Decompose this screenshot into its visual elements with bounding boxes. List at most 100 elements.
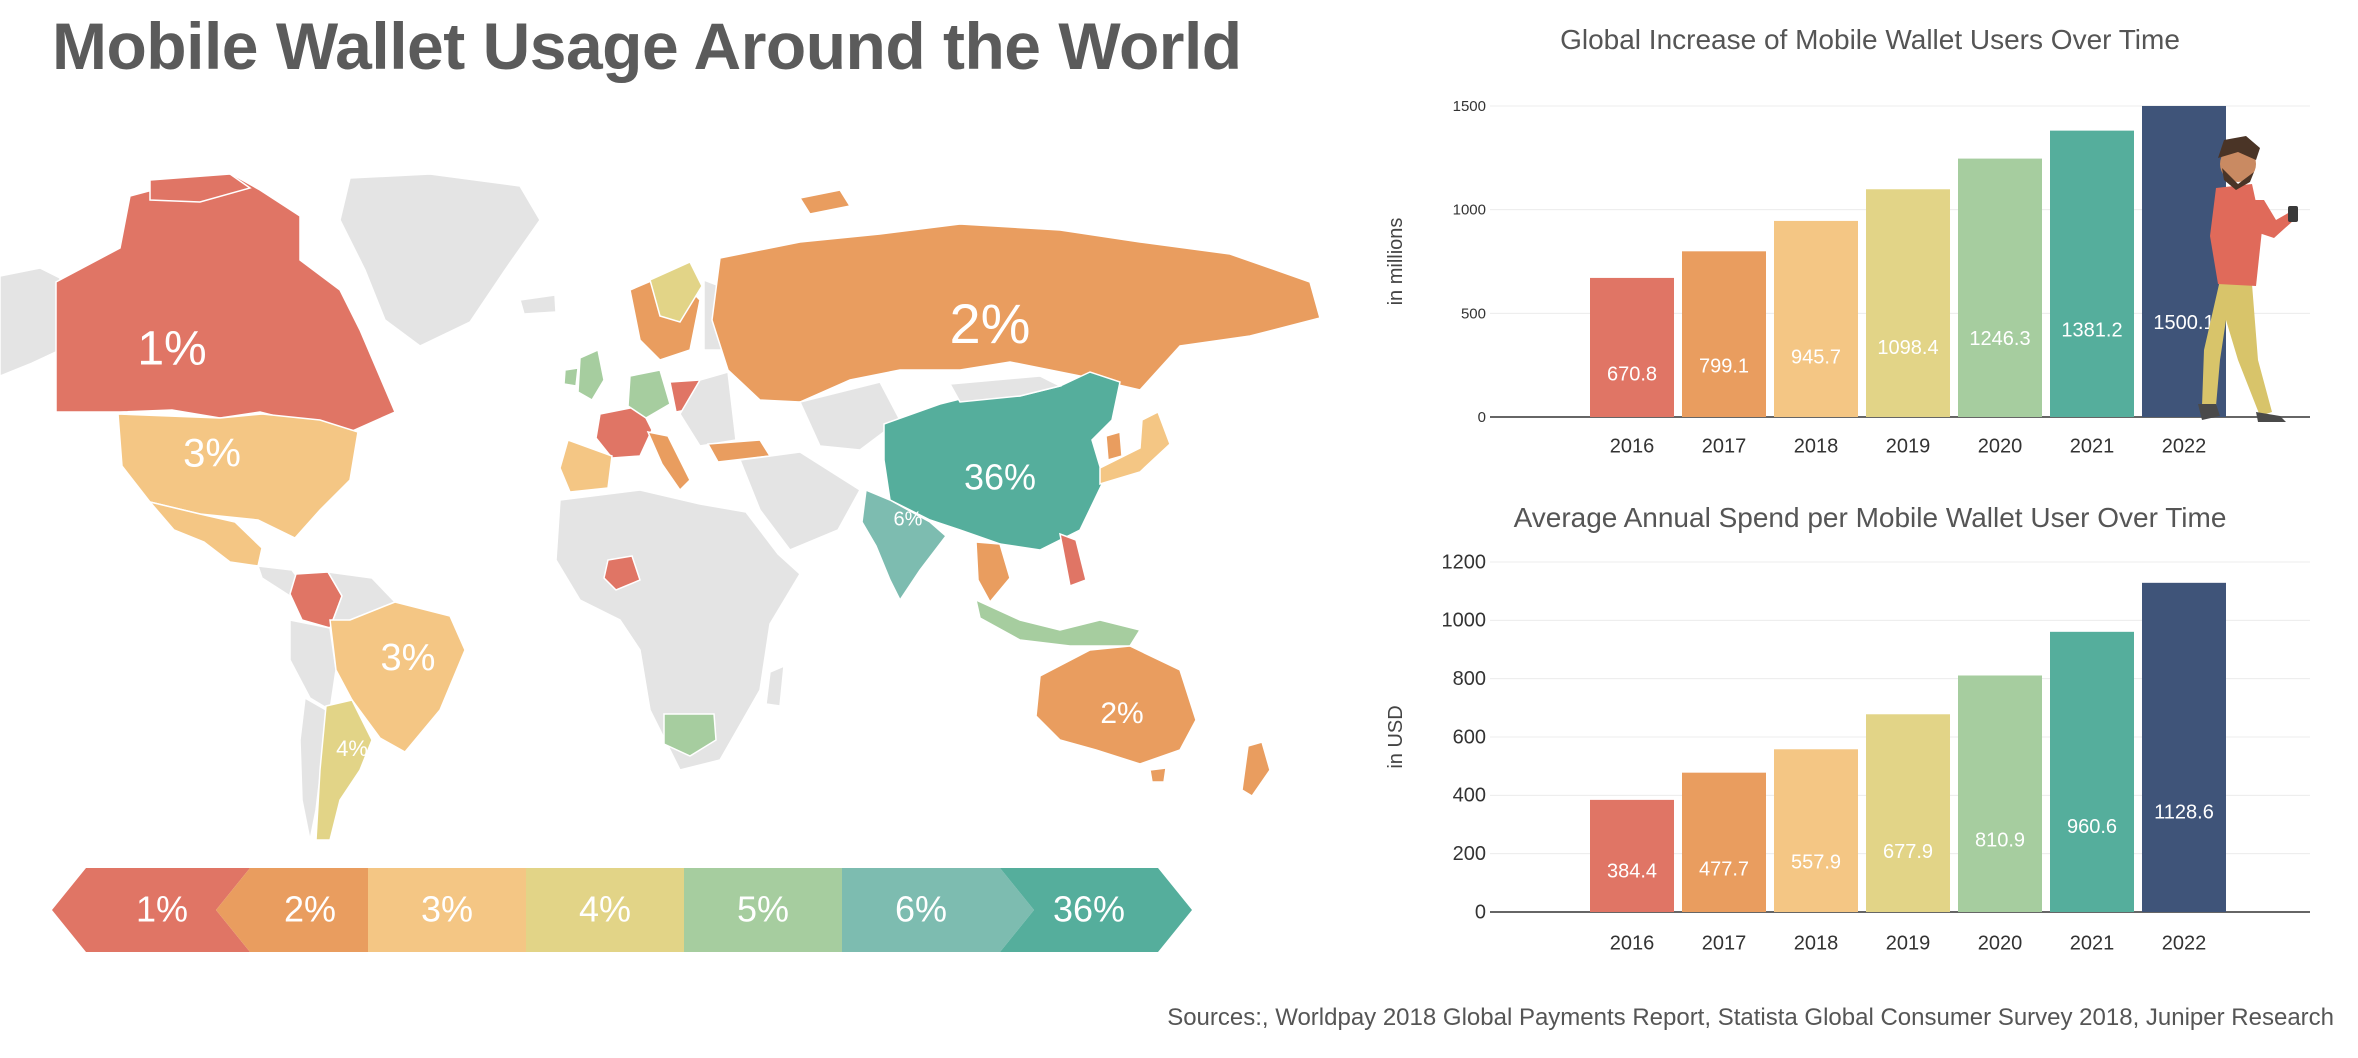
x-tick-label: 2018 [1794,932,1839,954]
data-label: 1098.4 [1877,337,1938,359]
data-label: 799.1 [1699,356,1749,378]
x-tick-label: 2022 [2162,932,2207,954]
region-argentina [315,699,373,841]
region-japan [1099,410,1171,486]
y-tick-label: 500 [1461,305,1486,322]
world-map: 1% 3% 2% 36% 6% 3% 4% 2% [0,173,1321,841]
y-tick-label: 400 [1453,785,1486,807]
region-south-africa [663,713,717,757]
y-tick-label: 1000 [1453,202,1486,219]
legend-swatch-1 [216,868,368,952]
region-alaska [0,267,61,377]
sources-note: Sources:, Worldpay 2018 Global Payments … [1167,1004,2334,1031]
map-label-russia: 2% [950,292,1031,355]
region-italy [646,430,691,492]
region-sweden-north [649,261,703,323]
y-tick-label: 200 [1453,843,1486,865]
y-tick-label: 600 [1453,726,1486,748]
region-russia [711,223,1321,403]
data-label: 477.7 [1699,858,1749,880]
legend-swatch-2 [368,868,526,952]
data-label: 945.7 [1791,346,1841,368]
region-canada-islands [149,173,252,203]
region-southeast-asia [975,541,1011,604]
map-label-argentina: 4% [336,736,368,761]
legend-swatch-4 [684,868,842,952]
map-label-china: 36% [964,457,1036,498]
region-australia [1035,645,1197,765]
data-label: 1500.1 [2153,312,2214,334]
bar-2018 [1774,749,1858,912]
bar-2022 [2142,582,2226,912]
x-tick-label: 2020 [1978,435,2023,457]
map-label-australia: 2% [1100,697,1143,730]
region-germany [627,369,671,419]
bar-2016 [1590,277,1674,417]
region-central-asia [798,381,901,451]
y-tick-label: 0 [1475,901,1486,923]
bar-2020 [1958,675,2042,912]
y-tick-label: 1000 [1442,610,1487,632]
bar-2017 [1682,772,1766,912]
x-tick-label: 2016 [1610,435,1655,457]
region-iceland [519,294,557,315]
map-label-india: 6% [894,508,923,530]
legend-swatch-6 [1000,868,1192,952]
region-indonesia [974,598,1142,647]
region-middle-east [738,451,861,551]
bar-2017 [1682,251,1766,417]
spend-bar-chart: 0 200 400 600 800 1000 1200 in USD 384.4 2016 477.… [1385,551,2310,954]
region-india [861,488,948,602]
bar-2019 [1866,714,1950,912]
bar-2019 [1866,189,1950,417]
bar-2021 [2050,631,2134,912]
data-label: 557.9 [1791,851,1841,873]
x-tick-label: 2018 [1794,435,1839,457]
chart1-title: Global Increase of Mobile Wallet Users O… [1560,24,2180,55]
legend-label-3: 4% [579,889,631,930]
region-ireland [563,367,579,387]
region-peru [289,619,337,712]
x-tick-label: 2017 [1702,435,1747,457]
region-nigeria [603,555,641,591]
x-tick-label: 2021 [2070,435,2115,457]
x-tick-label: 2016 [1610,932,1655,954]
person-illustration [2198,136,2298,422]
data-label: 677.9 [1883,841,1933,863]
data-label: 1381.2 [2061,319,2122,341]
bar-2020 [1958,158,2042,417]
legend-label-6: 36% [1053,889,1125,930]
map-land [0,173,1321,841]
bar-2021 [2050,130,2134,417]
region-mongolia [948,375,1063,403]
legend-label-4: 5% [737,889,789,930]
x-tick-label: 2021 [2070,932,2115,954]
y-axis-label: in USD [1385,705,1407,768]
legend-swatch-3 [526,868,684,952]
data-label: 960.6 [2067,816,2117,838]
x-tick-label: 2022 [2162,435,2207,457]
chart2-title: Average Annual Spend per Mobile Wallet U… [1513,502,2227,533]
region-tasmania [1149,767,1167,783]
region-new-zealand [1241,741,1271,798]
x-tick-label: 2017 [1702,932,1747,954]
y-tick-label: 800 [1453,668,1486,690]
legend-label-0: 1% [136,889,188,930]
legend-swatch-0 [52,868,250,952]
region-madagascar [765,664,785,707]
x-tick-label: 2019 [1886,435,1931,457]
region-spain [559,439,613,493]
y-tick-label: 1200 [1442,551,1487,573]
page-title: Mobile Wallet Usage Around the World [52,9,1242,83]
legend-label-2: 3% [421,889,473,930]
region-brazil [329,601,466,753]
bar-2018 [1774,220,1858,417]
region-philippines [1059,532,1087,588]
y-tick-label: 1500 [1453,98,1486,115]
map-label-canada: 1% [137,323,206,376]
data-label: 1246.3 [1969,328,2030,350]
legend-swatch-5 [842,868,1034,952]
bar-2016 [1590,799,1674,912]
legend-label-5: 6% [895,889,947,930]
data-label: 1128.6 [2154,802,2214,824]
